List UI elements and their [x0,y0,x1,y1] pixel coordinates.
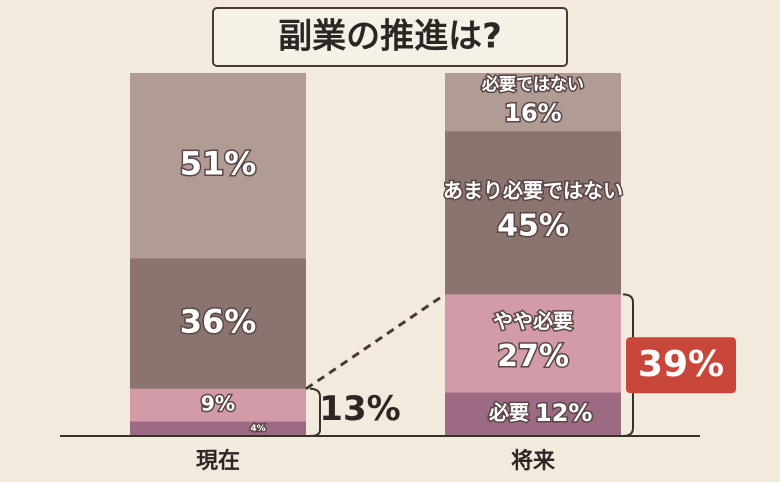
connector [305,293,446,391]
bar-segment [130,258,306,389]
series-label: 必要ではない [481,74,584,95]
chart-title: 副業の推進は? [278,17,502,57]
value-label: 27% [497,339,569,374]
series-label: やや必要 [493,309,573,333]
bar-segment [445,131,621,295]
series-label: 必要 [488,401,529,425]
value-label: 9% [201,392,235,416]
value-label: 4% [250,424,265,434]
annotation-box [626,337,736,394]
series-label: あまり必要ではない [443,178,623,202]
value-label: 12% [535,399,592,427]
bar-segment [130,73,306,259]
bar-segment [445,294,621,393]
bar-segment [445,73,621,132]
bracket [309,387,321,437]
bar-segment [130,388,306,422]
value-label: 51% [180,145,257,183]
value-label: 36% [180,302,257,340]
value-label: 45% [497,208,569,243]
annotation: 39% [638,344,724,385]
bar-segment [130,421,306,436]
title-box [212,7,568,67]
value-label: 16% [504,99,561,127]
x-tick-label: 現在 [196,448,240,474]
bar-segment [445,392,621,436]
x-tick-label: 将来 [511,448,556,474]
annotation: 13% [319,389,400,429]
